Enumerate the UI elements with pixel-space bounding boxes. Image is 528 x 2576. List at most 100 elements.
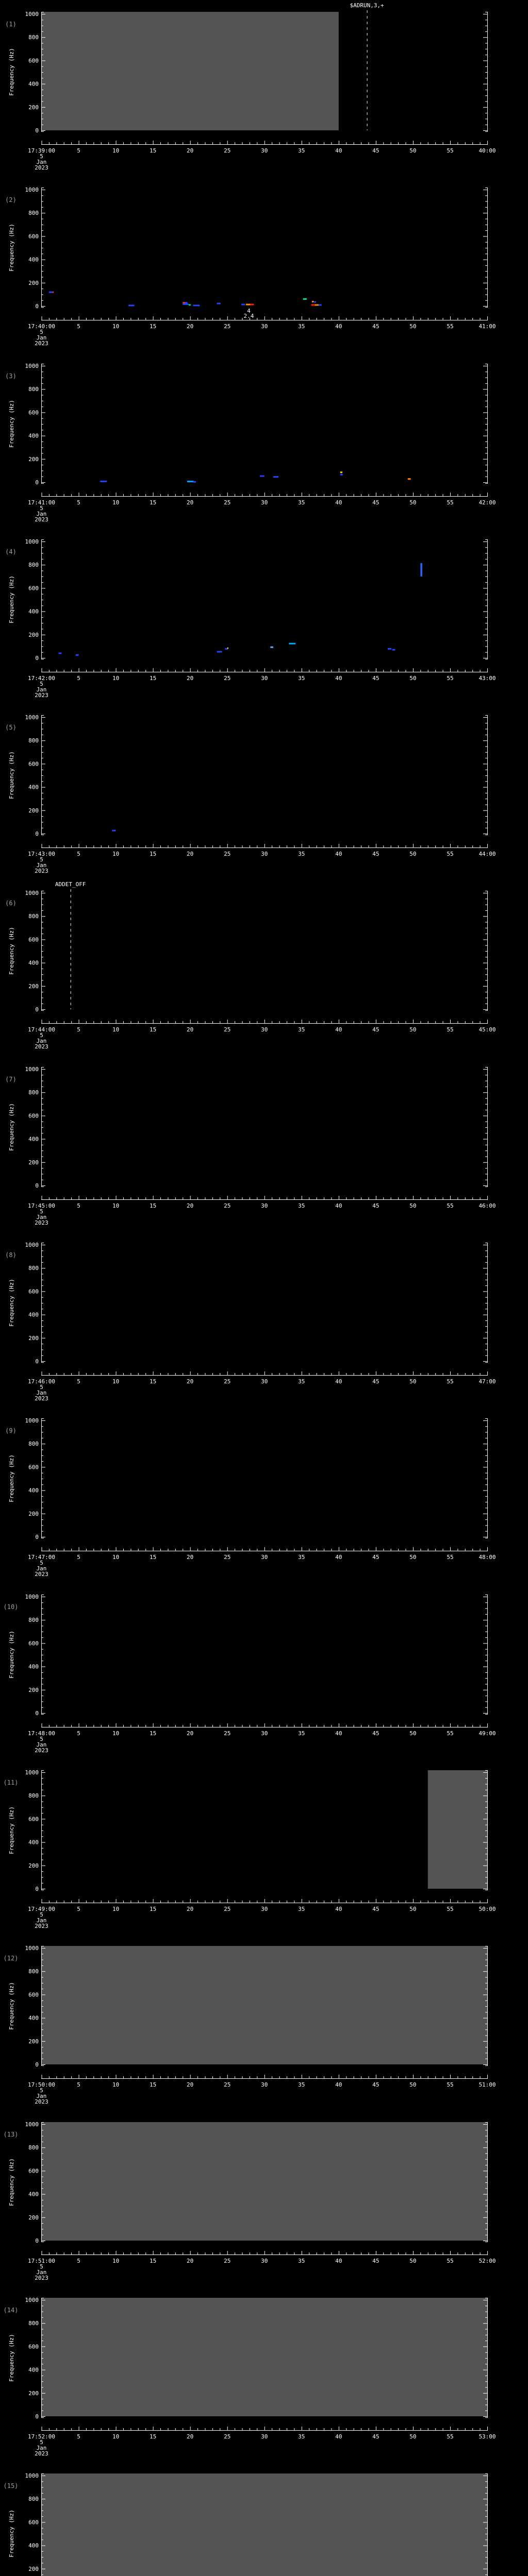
y-tick-label: 200 [28,807,39,814]
x-tick-label: 55 [447,851,453,857]
y-tick-label: 200 [28,2038,39,2045]
x-tick-label: 35 [298,1202,305,1209]
y-axis-right [483,2297,488,2418]
x-tick-label: 10 [112,1202,119,1209]
x-tick-label: 45 [372,2433,379,2440]
x-tick-label: 30 [261,675,268,682]
x-tick-label: 5 [77,675,80,682]
date-label: 2023 [35,692,48,699]
y-tick-label: 600 [28,1464,39,1471]
x-axis: 17:52:00 5 10 15 20 25 30 35 40 45 50 55 53:005Jan20… [28,2426,496,2457]
date-label: 5 [40,856,43,863]
x-tick-label: 45 [372,499,379,506]
y-tick-label: 400 [28,2191,39,2197]
detection-blip [193,304,200,307]
date-label: 5 [40,153,43,160]
x-tick-label: 10 [112,2081,119,2088]
panel-index-label: (9) [5,1427,16,1434]
date-label: 2023 [35,1923,48,1929]
x-tick-label: 45 [372,147,379,154]
date-label: Jan [37,862,47,869]
detection-blip [315,304,319,306]
event-annotation-label: $ADRUN,3,+ [350,2,384,9]
x-tick-label: 10 [112,147,119,154]
date-label: Jan [37,1741,47,1748]
x-tick-label: 55 [447,1730,453,1737]
x-tick-label: 55 [447,2081,453,2088]
x-tick-label: 35 [298,147,305,154]
y-tick-label: 600 [28,937,39,943]
frequency-axis-title: Frequency (Hz) [8,1982,15,2030]
y-tick-label: 200 [28,2566,39,2572]
x-tick-label: 45 [372,1906,379,1912]
start-time-label: 17:48:00 [28,1730,55,1737]
detection-blip [318,304,322,306]
date-label: 5 [40,329,43,335]
y-tick-label: 1000 [25,2472,39,2479]
start-time-label: 17:52:00 [28,2433,55,2440]
x-tick-label: 55 [447,2433,453,2440]
event-annotation: $ADRUN,3,+ [350,2,384,130]
y-tick-label: 600 [28,2343,39,2350]
x-tick-label: 20 [187,2433,193,2440]
x-tick-label: 40 [335,323,342,330]
start-time-label: 17:39:00 [28,147,55,154]
x-tick-label: 50 [409,1026,416,1033]
x-tick-label: 25 [224,1906,230,1912]
detection-blip [188,304,191,306]
y-tick-label: 600 [28,1112,39,1119]
event-annotation-label: ADDET_OFF [55,881,86,888]
x-tick-label: 20 [187,1378,193,1385]
date-label: 2023 [35,1747,48,1754]
date-label: 5 [40,681,43,687]
date-label: Jan [37,1389,47,1396]
start-time-label: 17:42:00 [28,675,55,682]
date-label: 2023 [35,340,48,347]
x-tick-label: 50 [409,147,416,154]
detection-blip [187,480,194,482]
spectrogram-panel-3: 0 200 400 600 800 1000 17:41:00 5 10 15 20 25 30 35 40… [0,352,528,528]
y-tick-label: 800 [28,1968,39,1975]
detection-blip [303,298,307,300]
x-tick-label: 15 [150,499,156,506]
end-time-label: 52:00 [478,2258,496,2264]
y-tick-label: 400 [28,960,39,967]
date-label: Jan [37,1038,47,1044]
detection-blip [311,301,314,303]
panel-index-label: (15) [4,2482,19,2489]
x-tick-label: 15 [150,851,156,857]
start-time-label: 17:49:00 [28,1906,55,1912]
detection-blip [128,304,135,307]
x-tick-label: 40 [335,675,342,682]
x-tick-label: 25 [224,675,230,682]
frequency-axis-title: Frequency (Hz) [8,751,15,799]
frequency-axis-title: Frequency (Hz) [8,224,15,272]
spectrogram-panel-6: 0 200 400 600 800 1000 17:44:00 5 10 15 20 25 30 35 40… [0,879,528,1055]
x-tick-label: 40 [335,1906,342,1912]
end-time-label: 53:00 [478,2433,496,2440]
x-tick-label: 50 [409,1554,416,1561]
y-tick-label: 200 [28,455,39,462]
x-tick-label: 5 [77,323,80,330]
y-tick-label: 800 [28,386,39,393]
start-time-label: 17:43:00 [28,851,55,857]
date-label: 2023 [35,516,48,523]
x-tick-label: 40 [335,1026,342,1033]
x-tick-label: 5 [77,499,80,506]
panel-index-label: (4) [5,548,16,555]
end-time-label: 42:00 [478,499,496,506]
panel-index-label: (1) [5,21,16,28]
detection-blip [311,304,315,306]
y-tick-label: 600 [28,1288,39,1295]
x-tick-label: 55 [447,2258,453,2264]
x-tick-label: 20 [187,675,193,682]
